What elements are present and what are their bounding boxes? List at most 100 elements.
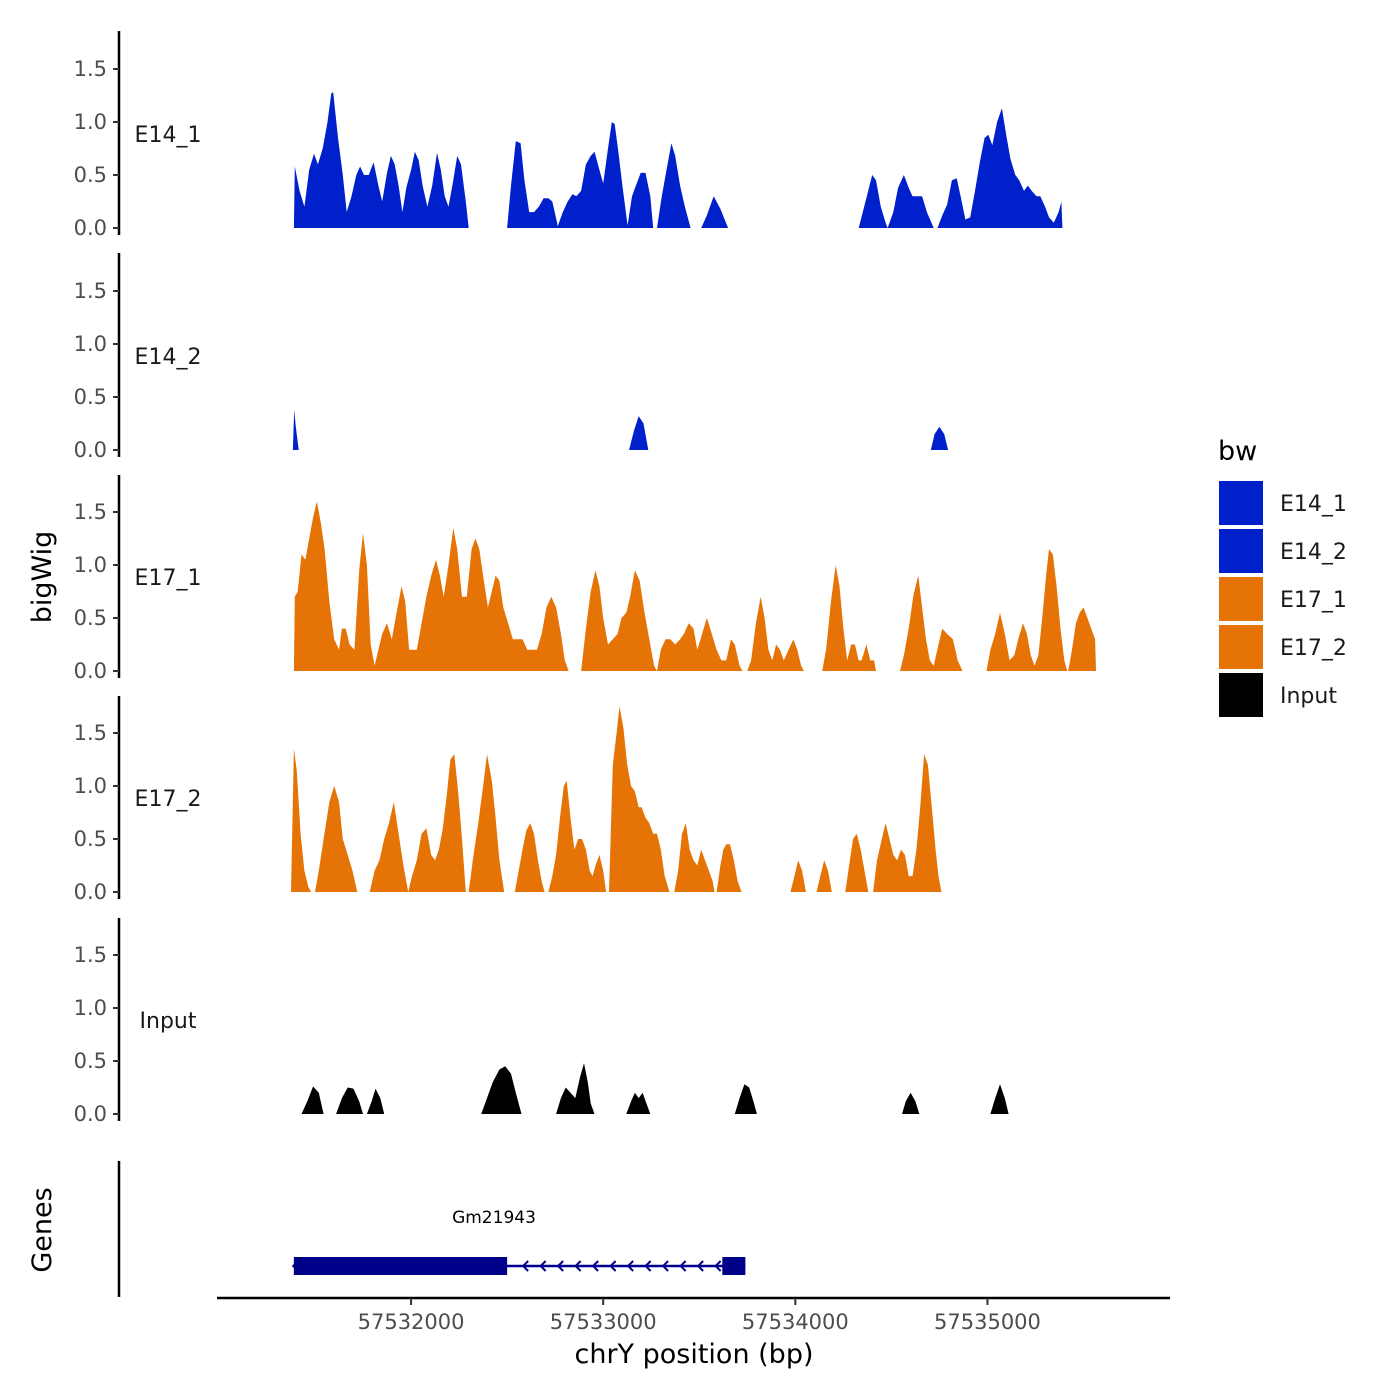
y-tick-label: 0.5 — [74, 163, 107, 187]
strand-arrow — [521, 1260, 529, 1272]
coverage-peak — [336, 1087, 363, 1114]
genes-panel: Gm21943 — [117, 1161, 746, 1297]
gene-exon — [722, 1257, 746, 1275]
x-axis-title: chrY position (bp) — [574, 1339, 813, 1370]
coverage-peak — [930, 426, 949, 450]
legend-swatch — [1217, 479, 1265, 527]
coverage-peak — [507, 141, 558, 228]
coverage-peak — [629, 416, 649, 450]
x-tick-label: 57535000 — [934, 1310, 1041, 1334]
coverage-peak — [822, 565, 876, 671]
strand-arrow — [574, 1260, 582, 1272]
coverage-peak — [581, 570, 657, 671]
coverage-peak — [986, 549, 1068, 671]
y-tick-label: 0.0 — [74, 880, 107, 904]
y-tick-label: 0.5 — [74, 385, 107, 409]
strand-arrow — [644, 1260, 652, 1272]
gene-label: Gm21943 — [452, 1208, 536, 1228]
coverage-peak — [548, 780, 607, 892]
strand-arrow — [539, 1260, 547, 1272]
y-tick-label: 1.0 — [74, 110, 107, 134]
track-label: E14_2 — [135, 345, 202, 370]
coverage-peak — [557, 122, 629, 228]
bigwig-track-panels: 0.0 0.5 1.0 1.5 E14_1 0.0 0.5 1.0 1.5 E14_2 0.0 0.5… — [74, 31, 1096, 1126]
coverage-peak — [716, 844, 742, 892]
legend-label: E14_2 — [1280, 540, 1347, 565]
coverage-peak — [858, 175, 888, 228]
coverage-peak — [657, 618, 743, 671]
coverage-peak — [408, 754, 466, 892]
y-tick-label: 0.0 — [74, 216, 107, 240]
gene-end-arrow — [291, 1260, 298, 1272]
strand-arrow — [679, 1260, 687, 1272]
track-e14-1: 0.0 0.5 1.0 1.5 E14_1 — [74, 31, 1063, 240]
strand-arrow — [661, 1260, 669, 1272]
coverage-peak — [292, 409, 299, 450]
coverage-peak — [468, 754, 505, 892]
y-tick-label: 0.0 — [74, 659, 107, 683]
coverage-peak — [937, 108, 1063, 228]
y-tick-label: 1.0 — [74, 553, 107, 577]
strand-arrow — [626, 1260, 634, 1272]
x-axis: 57532000 57533000 57534000 57535000 — [217, 1296, 1170, 1334]
x-tick-label: 57533000 — [550, 1310, 657, 1334]
genes-axis-title: Genes — [27, 1187, 58, 1272]
coverage-peak — [514, 823, 545, 892]
coverage-peak — [900, 575, 963, 671]
coverage-peak — [790, 860, 806, 892]
legend-title: bw — [1218, 436, 1257, 467]
y-tick-label: 1.5 — [74, 721, 107, 745]
coverage-peak — [902, 1092, 920, 1114]
track-e14-2: 0.0 0.5 1.0 1.5 E14_2 — [74, 253, 949, 462]
coverage-peak — [293, 92, 469, 228]
gene-model: Gm21943 — [291, 1208, 746, 1275]
legend-swatch — [1217, 671, 1265, 719]
strand-arrow — [696, 1260, 704, 1272]
coverage-peak — [291, 748, 312, 892]
y-tick-label: 1.5 — [74, 57, 107, 81]
y-tick-label: 1.0 — [74, 996, 107, 1020]
coverage-peak — [701, 196, 729, 228]
coverage-peak — [315, 786, 358, 892]
coverage-peak — [626, 1092, 651, 1114]
coverage-peak — [674, 823, 715, 892]
coverage-peak — [627, 172, 654, 228]
legend-label: E17_2 — [1280, 636, 1347, 661]
y-tick-label: 0.5 — [74, 827, 107, 851]
legend-label: E14_1 — [1280, 492, 1347, 517]
coverage-peak — [609, 706, 670, 892]
coverage-peak — [845, 833, 869, 892]
strand-arrow — [556, 1260, 564, 1272]
track-label: E14_1 — [135, 123, 202, 148]
coverage-peak — [734, 1084, 757, 1114]
coverage-peak — [369, 801, 409, 892]
coverage-peak — [873, 754, 942, 892]
legend-swatch — [1217, 623, 1265, 671]
coverage-peak — [1068, 607, 1096, 671]
coverage-peak — [657, 143, 691, 228]
legend-label: Input — [1280, 684, 1337, 709]
coverage-peak — [816, 860, 832, 892]
track-label: E17_1 — [135, 566, 202, 591]
y-tick-label: 0.5 — [74, 1049, 107, 1073]
y-tick-label: 0.0 — [74, 438, 107, 462]
strand-arrow — [591, 1260, 599, 1272]
coverage-peak — [293, 501, 569, 671]
track-input: 0.0 0.5 1.0 1.5 Input — [74, 918, 1009, 1126]
track-e17-1: 0.0 0.5 1.0 1.5 E17_1 — [74, 475, 1096, 683]
coverage-peak — [301, 1086, 324, 1114]
gene-exon — [293, 1257, 508, 1275]
coverage-peak — [366, 1088, 385, 1114]
y-axis-title: bigWig — [27, 531, 58, 624]
coverage-peak — [556, 1063, 595, 1114]
coverage-peak — [887, 175, 934, 228]
y-tick-label: 1.5 — [74, 500, 107, 524]
track-label: E17_2 — [135, 787, 202, 812]
legend-swatch — [1217, 575, 1265, 623]
x-tick-label: 57532000 — [358, 1310, 465, 1334]
coverage-peak — [481, 1066, 522, 1114]
track-e17-2: 0.0 0.5 1.0 1.5 E17_2 — [74, 696, 942, 904]
x-tick-label: 57534000 — [742, 1310, 849, 1334]
y-tick-label: 1.0 — [74, 332, 107, 356]
